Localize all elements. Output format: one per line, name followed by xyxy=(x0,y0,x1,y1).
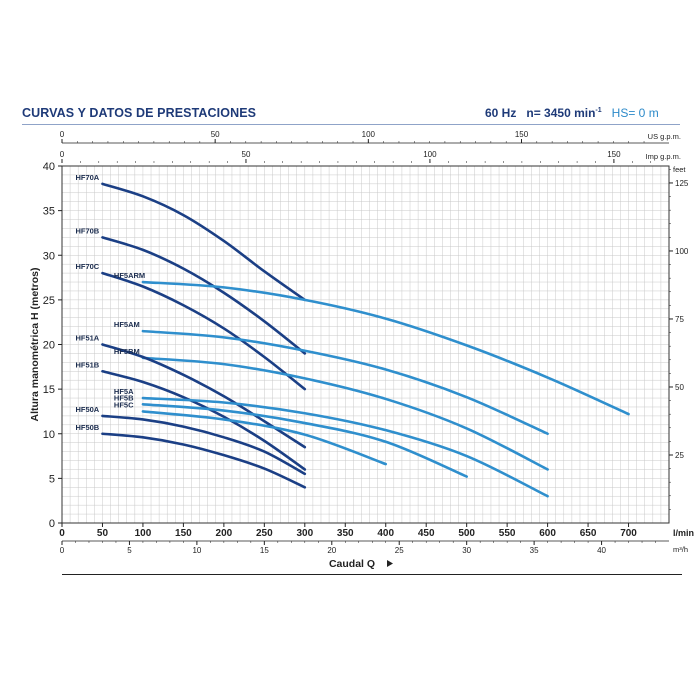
y-tick-label: 10 xyxy=(43,429,55,441)
curve-hf5a xyxy=(141,396,549,498)
x-tick-label: 50 xyxy=(97,528,109,539)
curve-hf70c xyxy=(101,271,307,391)
curve-labels: HF70A HF70B HF70C HF5ARM HF5AM HF5BM HF51A HF51… xyxy=(75,173,145,432)
m3h-unit-label: m³/h xyxy=(673,545,688,554)
curve-hf5b xyxy=(141,402,468,478)
curve-label: HF5B xyxy=(114,393,134,402)
y-axis-title: Altura manométrica H (metros) xyxy=(29,267,41,421)
y-tick-label: 30 xyxy=(43,250,55,262)
x-tick-label: 300 xyxy=(296,528,313,539)
curve-hf5am xyxy=(141,329,549,436)
curves xyxy=(101,182,630,498)
m3h-tick-label: 15 xyxy=(260,546,269,555)
curve-hf70a xyxy=(101,182,307,302)
curve-label: HF51A xyxy=(75,334,99,343)
y-tick-label: 0 xyxy=(49,518,55,530)
x-tick-label: 700 xyxy=(620,528,637,539)
feet-tick-label: 125 xyxy=(675,179,689,188)
us-gpm-unit-label: US g.p.m. xyxy=(648,132,681,141)
feet-unit-label: feet xyxy=(673,165,686,174)
imp-gpm-tick-label: 0 xyxy=(60,150,65,159)
feet-tick-label: 50 xyxy=(675,383,684,392)
m3h-tick-label: 10 xyxy=(192,546,201,555)
m3h-tick-label: 5 xyxy=(127,546,132,555)
y-tick-label: 20 xyxy=(43,340,55,352)
us-gpm-tick-label: 150 xyxy=(515,130,529,139)
page-title: CURVAS Y DATOS DE PRESTACIONES xyxy=(22,106,257,120)
x-tick-label: 0 xyxy=(59,528,65,539)
y-tick-label: 15 xyxy=(43,384,55,396)
axes: 0 50 100 150 200 250 300 350 400 450 500 550 600 650 7… xyxy=(29,130,694,570)
frequency-label: 60 Hz xyxy=(485,106,517,120)
y-tick-label: 40 xyxy=(43,161,55,173)
curve-label: HF5AM xyxy=(114,320,140,329)
curve-label: HF5BM xyxy=(114,347,140,356)
x-axis-title: Caudal Q xyxy=(329,558,375,570)
curve-hf51a xyxy=(101,343,307,449)
m3h-tick-label: 40 xyxy=(597,546,606,555)
m3h-tick-label: 0 xyxy=(60,546,65,555)
spec-line: 60 Hz n= 3450 min-1 HS= 0 m xyxy=(485,106,659,120)
m3h-tick-label: 20 xyxy=(327,546,336,555)
x-tick-label: 650 xyxy=(580,528,597,539)
imp-gpm-unit-label: Imp g.p.m. xyxy=(646,152,681,161)
x-tick-label: 550 xyxy=(499,528,516,539)
curve-hf5arm xyxy=(141,280,630,416)
m3h-tick-label: 35 xyxy=(530,546,539,555)
curve-label: HF70B xyxy=(75,226,99,235)
m3h-tick-label: 30 xyxy=(462,546,471,555)
curve-hf5c xyxy=(141,410,388,466)
imp-gpm-tick-label: 50 xyxy=(242,150,251,159)
curve-label: HF50B xyxy=(75,423,99,432)
feet-tick-label: 100 xyxy=(675,247,689,256)
y-tick-label: 25 xyxy=(43,295,55,307)
x-tick-label: 500 xyxy=(458,528,475,539)
curve-label: HF51B xyxy=(75,360,99,369)
imp-gpm-tick-label: 100 xyxy=(423,150,437,159)
curve-label: HF5ARM xyxy=(114,271,145,280)
x-tick-label: 450 xyxy=(418,528,435,539)
curve-hf50a xyxy=(101,414,307,476)
us-gpm-tick-label: 100 xyxy=(362,130,376,139)
curve-label: HF70A xyxy=(75,173,99,182)
bottom-rule xyxy=(62,574,682,575)
curve-hf5bm xyxy=(141,356,549,471)
feet-tick-label: 25 xyxy=(675,451,684,460)
x-tick-label: 150 xyxy=(175,528,192,539)
hs-label: HS= 0 m xyxy=(611,106,659,120)
x-tick-label: 400 xyxy=(377,528,394,539)
curve-label: HF5C xyxy=(114,400,134,409)
curve-label: HF5A xyxy=(114,387,134,396)
m3h-tick-label: 25 xyxy=(395,546,404,555)
imp-gpm-tick-label: 150 xyxy=(607,150,621,159)
curve-hf70b xyxy=(101,236,307,355)
curve-hf50b xyxy=(101,432,307,489)
feet-tick-label: 75 xyxy=(675,315,684,324)
curve-label: HF70C xyxy=(75,262,99,271)
x-tick-label: 600 xyxy=(539,528,556,539)
x-tick-label: 200 xyxy=(216,528,233,539)
x-tick-label: 350 xyxy=(337,528,354,539)
us-gpm-tick-label: 50 xyxy=(211,130,220,139)
speed-label: n= 3450 min-1 xyxy=(526,106,602,120)
title-rule xyxy=(22,124,680,125)
grid xyxy=(61,165,670,524)
us-gpm-tick-label: 0 xyxy=(60,130,65,139)
y-tick-label: 5 xyxy=(49,473,55,485)
curve-hf51b xyxy=(101,369,307,471)
curve-label: HF50A xyxy=(75,405,99,414)
x-tick-label: 250 xyxy=(256,528,273,539)
x-tick-label: 100 xyxy=(135,528,152,539)
x-axis-arrow-icon xyxy=(387,560,393,567)
y-tick-label: 35 xyxy=(43,206,55,218)
x-unit-label: l/min xyxy=(673,528,694,538)
